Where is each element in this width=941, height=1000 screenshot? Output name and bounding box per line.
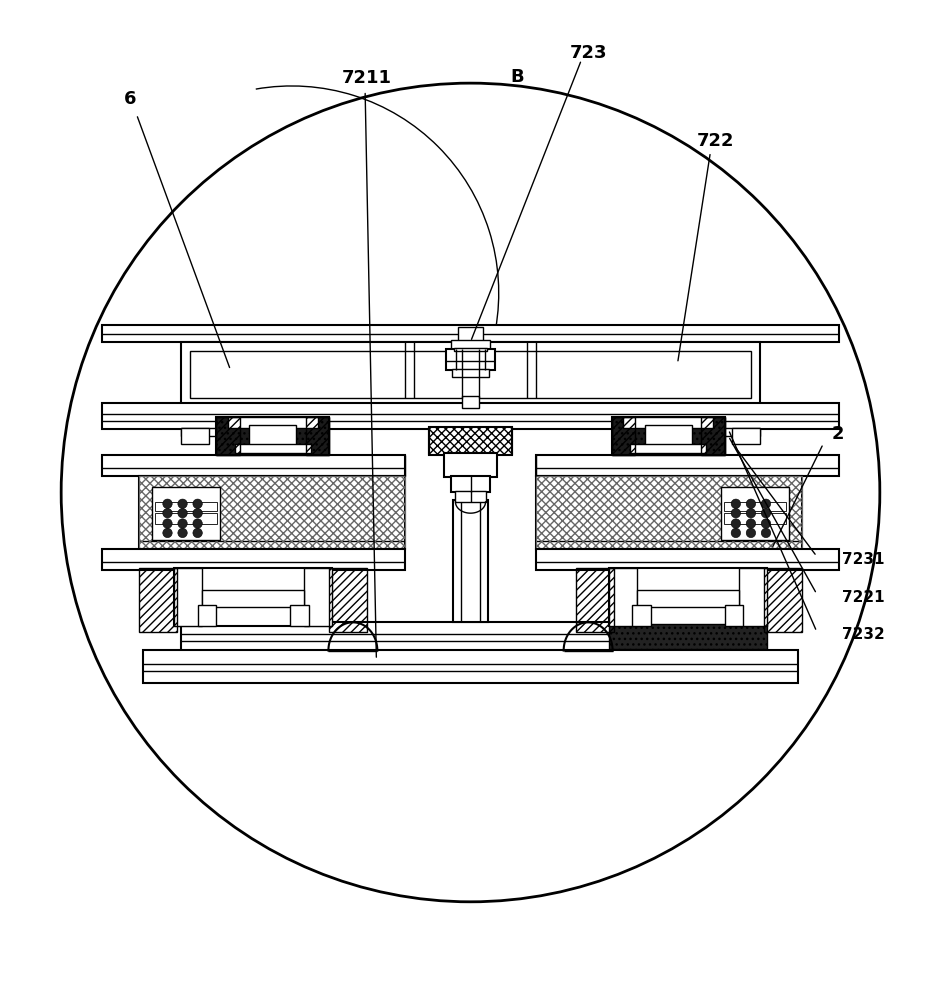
Bar xyxy=(725,605,743,626)
Bar xyxy=(536,476,802,549)
Text: 7211: 7211 xyxy=(342,69,392,87)
Bar xyxy=(452,369,489,377)
Circle shape xyxy=(761,519,771,528)
Bar xyxy=(632,605,651,626)
Bar xyxy=(290,605,309,626)
Bar xyxy=(732,428,760,444)
Bar xyxy=(429,427,512,455)
Circle shape xyxy=(746,508,756,518)
Bar xyxy=(181,342,760,406)
Bar xyxy=(609,568,637,626)
Circle shape xyxy=(731,519,741,528)
Text: B: B xyxy=(511,68,524,86)
Bar xyxy=(152,487,220,540)
Circle shape xyxy=(163,519,172,528)
Circle shape xyxy=(178,508,187,518)
Bar xyxy=(645,425,692,449)
Bar xyxy=(455,491,486,502)
Circle shape xyxy=(163,508,172,518)
Bar xyxy=(102,549,405,570)
Bar xyxy=(454,348,487,351)
Bar xyxy=(701,417,725,455)
Bar xyxy=(139,476,405,549)
Circle shape xyxy=(761,499,771,508)
Bar xyxy=(228,417,318,428)
Circle shape xyxy=(178,519,187,528)
Bar xyxy=(609,624,767,649)
Bar xyxy=(190,351,751,398)
Bar xyxy=(181,622,760,651)
Bar xyxy=(102,455,405,476)
Circle shape xyxy=(178,528,187,538)
Bar xyxy=(174,568,202,626)
Circle shape xyxy=(746,519,756,528)
Text: 7232: 7232 xyxy=(842,627,885,642)
Bar xyxy=(612,417,725,455)
Bar xyxy=(764,568,802,632)
Bar xyxy=(143,650,798,683)
Bar xyxy=(202,590,304,607)
Bar xyxy=(306,417,329,455)
Bar xyxy=(612,417,635,455)
Bar xyxy=(451,476,490,492)
Bar xyxy=(304,568,332,626)
Text: 722: 722 xyxy=(696,132,734,150)
Circle shape xyxy=(193,508,202,518)
Circle shape xyxy=(731,528,741,538)
Bar xyxy=(630,444,706,453)
Bar xyxy=(462,396,479,408)
Bar xyxy=(216,417,329,455)
Bar xyxy=(609,568,767,626)
Bar xyxy=(739,568,767,626)
Bar xyxy=(139,568,177,632)
Circle shape xyxy=(746,499,756,508)
Bar xyxy=(612,417,725,455)
Bar xyxy=(446,349,495,370)
Circle shape xyxy=(761,508,771,518)
Circle shape xyxy=(761,528,771,538)
Bar xyxy=(216,417,240,455)
Bar xyxy=(155,502,217,511)
Bar xyxy=(139,476,405,549)
Text: 7221: 7221 xyxy=(842,590,885,605)
Bar xyxy=(724,513,786,524)
Bar xyxy=(155,513,217,524)
Bar xyxy=(536,549,839,570)
Bar xyxy=(724,502,786,511)
Bar xyxy=(181,428,242,436)
Bar xyxy=(458,327,483,342)
Bar xyxy=(174,568,332,626)
Circle shape xyxy=(731,499,741,508)
Bar xyxy=(216,417,329,455)
Bar xyxy=(699,428,760,436)
Bar xyxy=(444,453,497,477)
Bar xyxy=(637,590,739,607)
Circle shape xyxy=(163,528,172,538)
Bar xyxy=(453,500,488,622)
Text: 2: 2 xyxy=(831,425,844,443)
Bar xyxy=(102,403,839,429)
Bar xyxy=(102,325,839,342)
Bar xyxy=(623,417,713,428)
Text: 723: 723 xyxy=(569,44,607,62)
Circle shape xyxy=(193,499,202,508)
Bar xyxy=(721,487,789,540)
Text: 7231: 7231 xyxy=(842,552,885,567)
Circle shape xyxy=(193,528,202,538)
Circle shape xyxy=(746,528,756,538)
Bar xyxy=(181,428,209,444)
Bar xyxy=(536,455,839,476)
Circle shape xyxy=(731,508,741,518)
Circle shape xyxy=(178,499,187,508)
Bar xyxy=(576,568,614,632)
Bar xyxy=(235,444,311,453)
Bar xyxy=(249,425,296,449)
Bar xyxy=(329,568,367,632)
Circle shape xyxy=(193,519,202,528)
Bar xyxy=(198,605,216,626)
Text: 6: 6 xyxy=(123,90,136,108)
Circle shape xyxy=(163,499,172,508)
Bar xyxy=(536,476,802,549)
Bar xyxy=(451,340,490,349)
